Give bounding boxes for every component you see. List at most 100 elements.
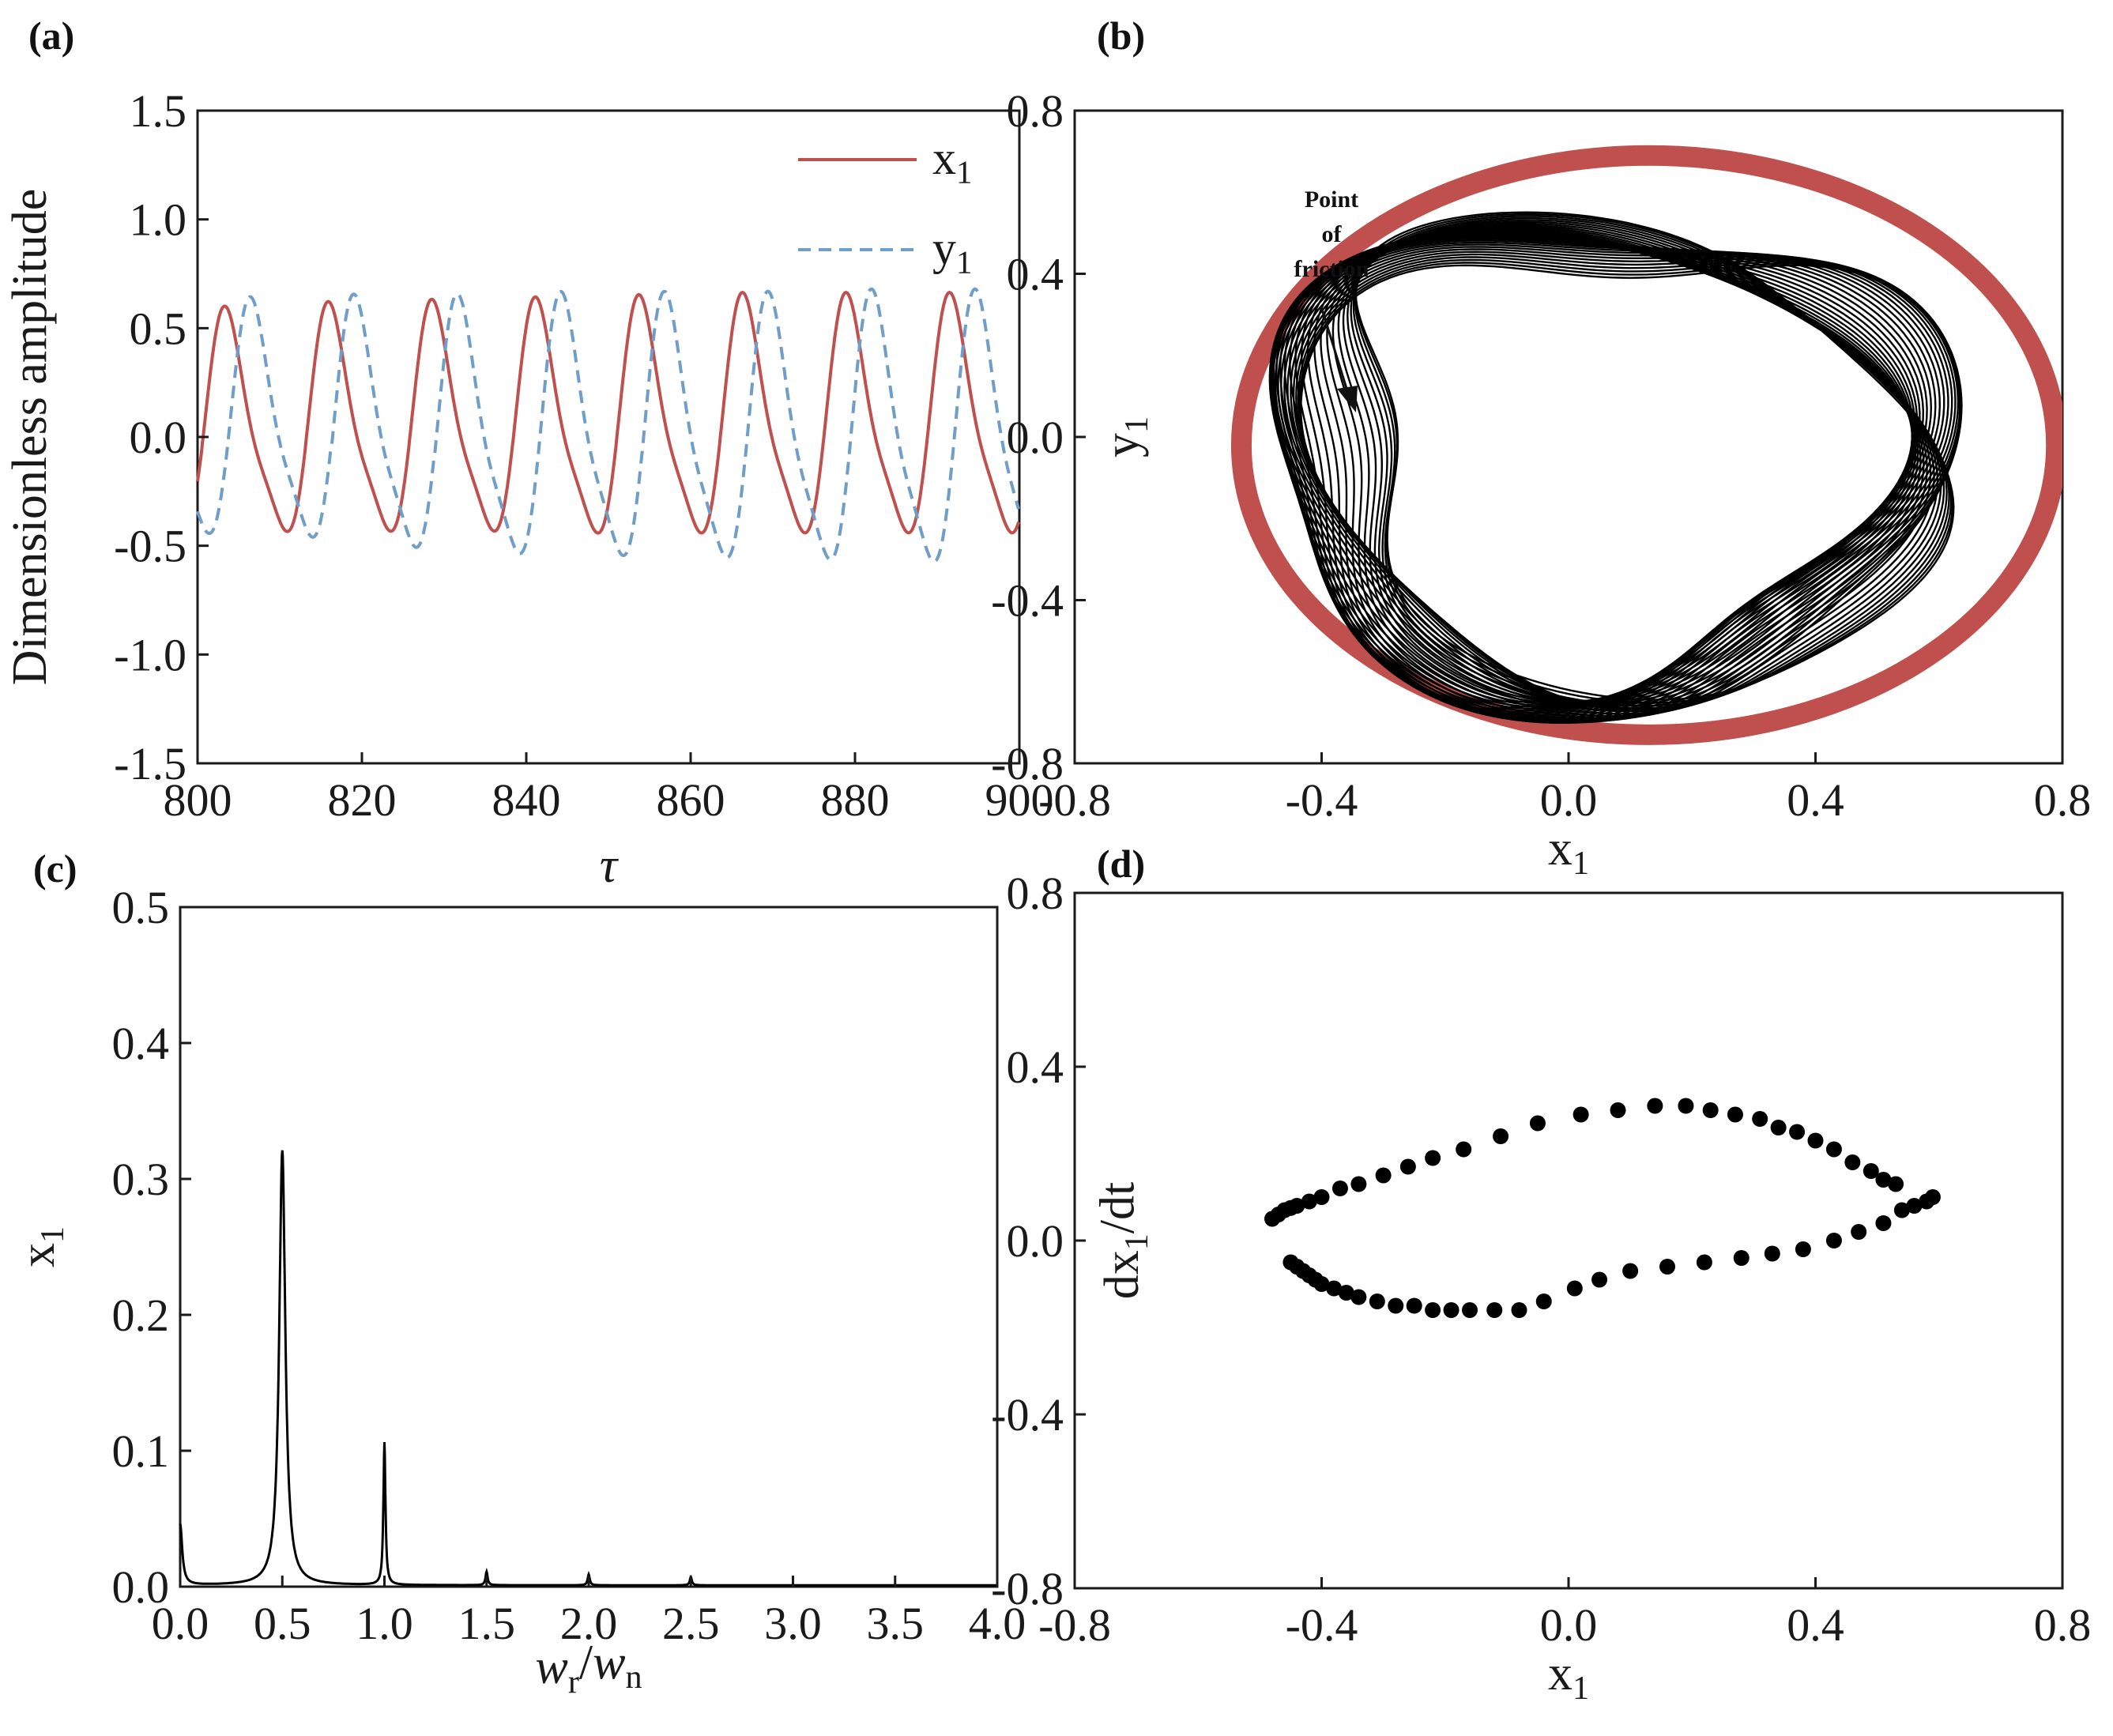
scatter-point <box>1906 1198 1923 1214</box>
plot-frame <box>179 906 999 1588</box>
y-tick-label: 0.5 <box>112 882 170 933</box>
annotation-text: Point <box>1305 186 1358 213</box>
chart-c: (c) 0.0 0.5 1.0 1.5 2.0 2.5 3.0 3.5 4.0 0.5 0.4 0.3 0… <box>11 846 1026 1700</box>
x-tick-label: 800 <box>164 774 232 826</box>
x-tick-label: 1.5 <box>458 1598 516 1649</box>
y-axis-label: x1 <box>11 1226 71 1267</box>
scatter-point <box>1647 1098 1663 1114</box>
y-axis-label: y1 <box>1095 416 1155 458</box>
orbit-trace <box>1342 222 1942 717</box>
orbit-trace <box>1352 217 1950 710</box>
x-tick-label: 900 <box>985 774 1054 826</box>
x-tick-label: -0.4 <box>1286 1599 1358 1651</box>
spectrum-line <box>179 1150 997 1587</box>
x-tick-label: 0.0 <box>152 1598 209 1649</box>
scatter-point <box>1807 1132 1824 1149</box>
scatter-point <box>1350 1289 1367 1305</box>
scatter-point <box>1789 1124 1806 1140</box>
orbit-trace <box>1280 241 1945 702</box>
orbit-trace <box>1297 256 1963 706</box>
plot-frame <box>1073 891 2064 1590</box>
chart-a: (a) 800 820 840 860 880 900 1.5 1.0 0.5 0.0 -0.5 -1.… <box>3 13 1054 893</box>
scatter-point <box>1326 1280 1343 1297</box>
y-tick-label: -0.5 <box>114 521 186 572</box>
scatter-point <box>1893 1202 1910 1218</box>
scatter-point <box>1375 1167 1392 1184</box>
y-tick-label: 1.5 <box>130 85 187 137</box>
orbit-trace <box>1331 225 1935 721</box>
x-tick-label: 840 <box>492 774 561 826</box>
x-tick-label: -0.4 <box>1286 774 1358 826</box>
y-tick-label: 0.0 <box>1007 412 1064 463</box>
scatter-point <box>1844 1154 1861 1170</box>
scatter-point <box>1529 1115 1546 1132</box>
scatter-point <box>1770 1120 1787 1135</box>
scatter-point <box>1535 1294 1552 1309</box>
x-tick-label: 0.8 <box>2034 1599 2092 1651</box>
x-tick-label: 820 <box>328 774 397 826</box>
y-tick-label: 0.4 <box>1007 249 1064 300</box>
scatter-point <box>1752 1111 1768 1127</box>
y-tick-label: -1.0 <box>114 629 186 680</box>
x-axis-label: τ <box>600 839 620 893</box>
y-tick-label: 0.0 <box>1007 1215 1064 1267</box>
scatter-point <box>1338 1285 1354 1301</box>
y-tick-label: 0.4 <box>112 1018 170 1069</box>
x-tick-label: 0.0 <box>1540 774 1598 826</box>
scatter-point <box>1566 1280 1583 1297</box>
scatter-point <box>1301 1193 1317 1210</box>
y-tick-label: 0.5 <box>130 303 187 354</box>
scatter-point <box>1331 1181 1348 1196</box>
orbit-trace <box>1337 224 1939 720</box>
chart-b: (b) -0.8 -0.4 0.0 0.4 0.8 0.8 0.4 0.0 -0.4 -0.8 x1 y… <box>991 13 2091 882</box>
x-tick-label: 0.5 <box>254 1598 311 1649</box>
x-tick-label: 2.0 <box>560 1598 618 1649</box>
y-tick-label: -0.4 <box>991 575 1064 627</box>
panel-label-b: (b) <box>1097 13 1145 58</box>
legend-label-y1: y1 <box>932 222 972 280</box>
orbit-trace <box>1354 211 1955 701</box>
scatter-point <box>1399 1158 1416 1175</box>
scatter-point <box>1851 1224 1867 1240</box>
y-tick-label: -0.8 <box>991 738 1064 789</box>
scatter-point <box>1696 1254 1712 1271</box>
y-tick-label: -0.4 <box>991 1389 1064 1440</box>
scatter-point <box>1733 1250 1750 1266</box>
scatter-point <box>1875 1172 1892 1188</box>
scatter-point <box>1825 1233 1842 1248</box>
x-tick-label: -0.8 <box>1038 1599 1111 1651</box>
scatter-point <box>1875 1215 1892 1231</box>
x-axis-label: x1 <box>1548 1647 1589 1707</box>
y-tick-label: 0.4 <box>1007 1041 1064 1093</box>
y-tick-label: 0.3 <box>112 1154 170 1205</box>
x-tick-label: 880 <box>821 774 890 826</box>
y-tick-label: 0.2 <box>112 1290 170 1341</box>
orbit-trace <box>1354 215 1953 707</box>
y-tick-label: 0.1 <box>112 1425 170 1477</box>
series-x1-line <box>196 291 1020 535</box>
scatter-point <box>1289 1198 1305 1214</box>
scatter-point <box>1425 1302 1441 1318</box>
y-tick-label: 0.8 <box>1007 868 1064 919</box>
rub-ring <box>1231 145 2062 745</box>
scatter-point <box>1350 1176 1367 1192</box>
scatter-point <box>1573 1106 1589 1123</box>
x-tick-label: 860 <box>657 774 725 826</box>
x-tick-label: 2.5 <box>662 1598 720 1649</box>
series-y1-line <box>196 287 1020 563</box>
y-tick-label: 1.0 <box>130 194 187 246</box>
orbit-trace <box>1326 227 1932 722</box>
y-tick-label: 0.0 <box>112 1561 170 1613</box>
scatter-point <box>1727 1106 1743 1123</box>
panel-label-a: (a) <box>28 13 74 58</box>
y-tick-label: -0.8 <box>991 1563 1064 1614</box>
chart-d: (d) -0.8 -0.4 0.0 0.4 0.8 0.8 0.4 0.0 -0.4 -0.8 x1 d… <box>991 842 2091 1707</box>
x-axis-label: x1 <box>1548 822 1589 882</box>
y-tick-label: -1.5 <box>114 738 186 789</box>
x-tick-label: 1.0 <box>356 1598 413 1649</box>
scatter-point <box>1493 1128 1509 1144</box>
orbit-trace <box>1313 228 1925 724</box>
plot-frame <box>196 109 1021 765</box>
x-tick-label: 0.8 <box>2034 774 2092 826</box>
x-tick-label: 0.4 <box>1787 774 1844 826</box>
